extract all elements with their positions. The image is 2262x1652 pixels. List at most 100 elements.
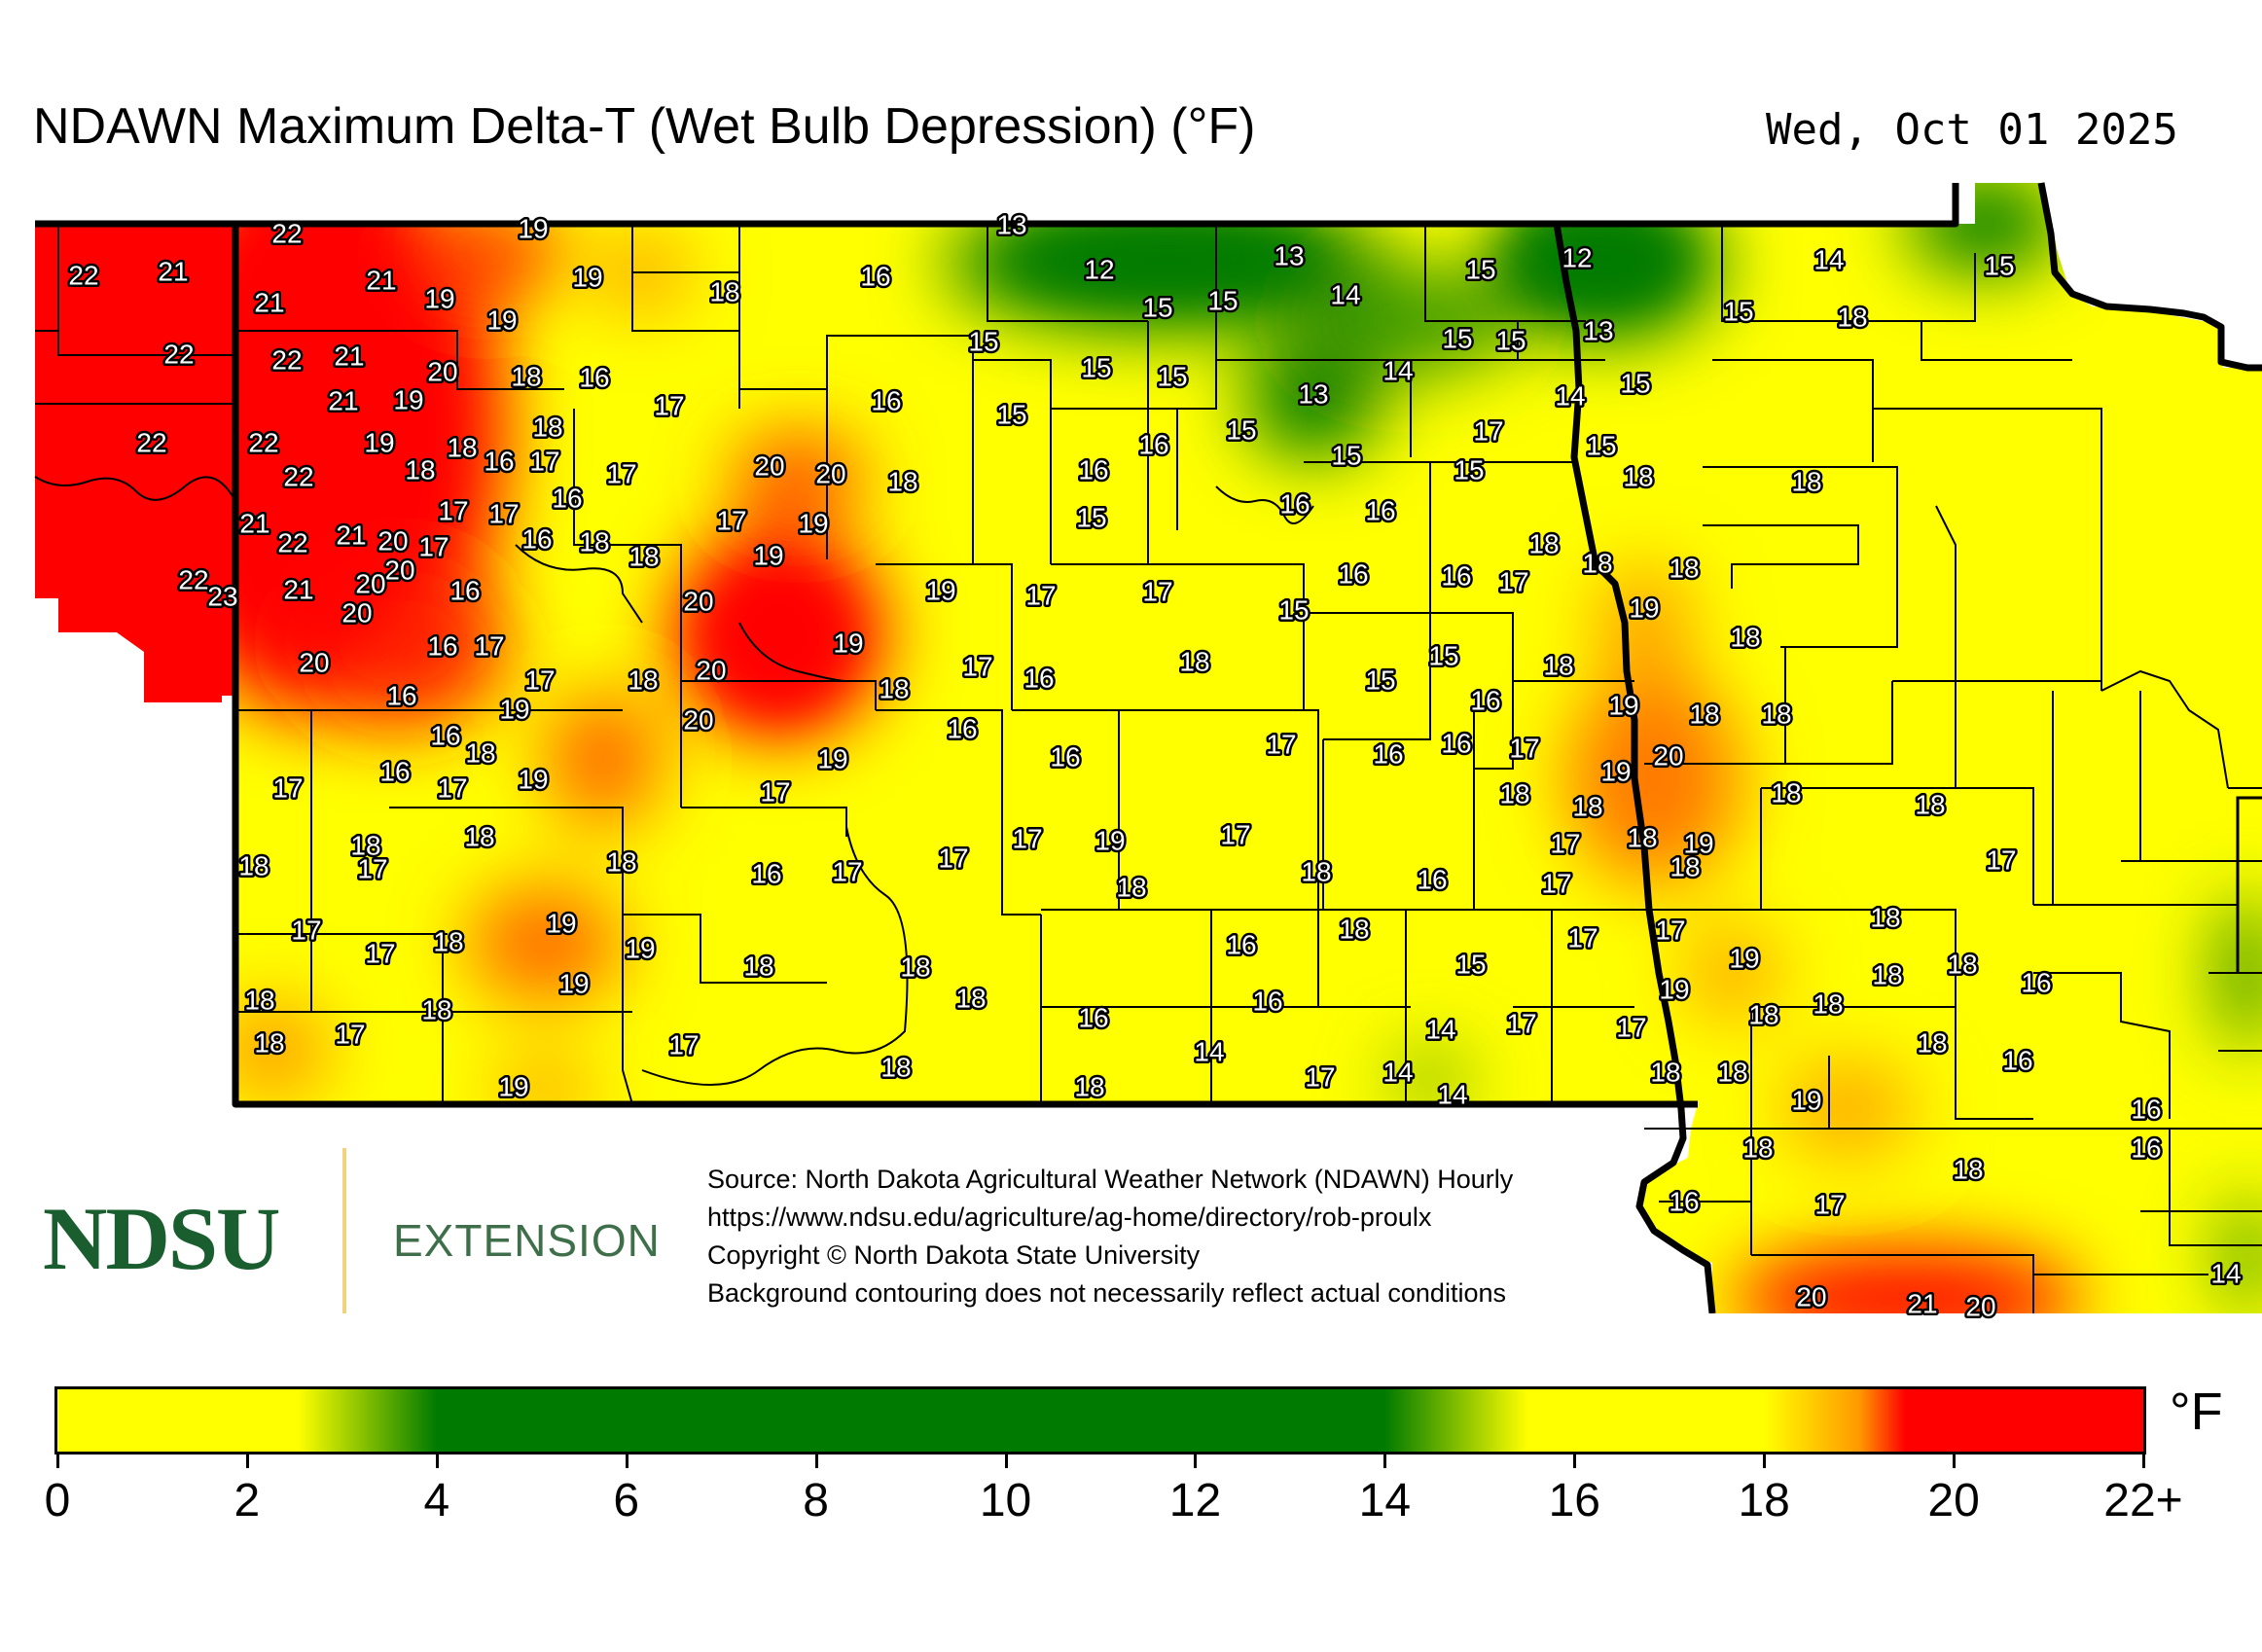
station-value: 17 (760, 776, 790, 807)
station-value: 12 (1084, 254, 1114, 284)
station-value: 17 (606, 458, 636, 488)
station-value: 20 (377, 525, 408, 556)
station-value: 20 (1653, 740, 1683, 771)
station-value: 18 (254, 1027, 284, 1058)
station-value: 17 (1616, 1012, 1646, 1042)
lower-mask (0, 1313, 2262, 1372)
logo-divider (342, 1148, 346, 1313)
station-value: 18 (1116, 872, 1146, 902)
legend-tick-mark (1953, 1454, 1957, 1468)
ndsu-extension-logo: NDSU EXTENSION (39, 1148, 681, 1313)
station-value: 20 (384, 555, 414, 585)
station-value: 16 (427, 630, 457, 661)
station-value: 17 (418, 531, 449, 561)
station-value: 17 (1498, 566, 1528, 596)
station-value: 18 (1689, 699, 1719, 729)
station-value: 21 (366, 265, 396, 295)
station-value: 14 (1813, 244, 1844, 274)
station-value: 17 (437, 772, 467, 803)
station-value: 17 (1305, 1061, 1335, 1092)
station-value: 15 (1157, 361, 1187, 391)
legend-tick-label: 4 (423, 1475, 450, 1526)
state-borders-thin (2236, 796, 2262, 973)
station-value: 17 (1550, 828, 1580, 858)
station-value: 17 (1012, 823, 1042, 853)
station-value: 12 (1562, 242, 1592, 272)
station-value: 19 (498, 1071, 528, 1101)
station-value: 18 (1543, 650, 1573, 680)
station-value: 17 (962, 651, 992, 681)
station-value: 16 (1470, 685, 1500, 715)
station-value: 15 (1226, 414, 1256, 445)
station-value: 18 (511, 361, 541, 391)
station-value: 19 (1629, 593, 1659, 623)
station-value: 16 (751, 858, 781, 888)
station-value: 18 (887, 466, 917, 496)
station-value: 17 (1986, 844, 2016, 875)
station-value: 17 (1541, 868, 1571, 898)
station-value: 15 (1442, 323, 1472, 353)
station-value: 21 (239, 508, 269, 538)
station-value: 18 (1771, 777, 1801, 808)
station-value: 19 (518, 213, 548, 243)
station-value: 16 (1338, 558, 1368, 589)
station-value: 19 (1729, 943, 1759, 973)
legend-tick-label: 2 (233, 1475, 261, 1526)
station-value: 18 (628, 541, 659, 571)
station-value: 17 (1266, 729, 1296, 759)
credit-url[interactable]: https://www.ndsu.edu/agriculture/ag-home… (707, 1203, 1432, 1232)
station-value: 22 (178, 564, 208, 594)
station-value: 16 (386, 680, 416, 710)
station-value: 19 (925, 575, 955, 605)
station-value: 19 (1791, 1085, 1821, 1115)
legend-tick-mark (2142, 1454, 2145, 1468)
station-value: 18 (1179, 646, 1209, 676)
station-value: 22 (271, 344, 302, 375)
station-value: 18 (238, 850, 269, 880)
station-value: 21 (158, 256, 188, 286)
station-value: 18 (532, 412, 562, 442)
station-value: 18 (1748, 999, 1778, 1029)
station-value: 19 (364, 427, 394, 457)
station-value: 18 (606, 846, 636, 877)
station-value: 22 (271, 218, 302, 248)
station-value: 16 (1373, 738, 1403, 769)
station-value: 16 (1023, 663, 1054, 693)
legend-tick-mark (435, 1454, 439, 1468)
station-value: 15 (1081, 352, 1111, 382)
station-value: 14 (1382, 355, 1413, 385)
logo-wordmark: NDSU (43, 1189, 280, 1288)
station-value: 17 (529, 446, 559, 476)
legend-tick-mark (814, 1454, 818, 1468)
station-value: 17 (1567, 922, 1598, 952)
station-value: 18 (879, 673, 909, 703)
station-value: 16 (579, 362, 609, 392)
station-value: 14 (2210, 1258, 2241, 1288)
station-value: 21 (328, 385, 358, 415)
station-value: 17 (474, 630, 504, 661)
legend-tick-label: 8 (803, 1475, 829, 1526)
legend-tick-label: 14 (1358, 1475, 1412, 1526)
station-value: 20 (427, 356, 457, 386)
station-value: 16 (871, 385, 901, 415)
station-value: 15 (1586, 430, 1616, 460)
station-value: 16 (1441, 728, 1471, 758)
station-value: 18 (1650, 1057, 1680, 1087)
credits-block: Source: North Dakota Agricultural Weathe… (707, 1161, 1513, 1312)
station-value: 19 (817, 743, 847, 773)
station-value: 17 (488, 498, 519, 528)
station-value: 18 (1669, 553, 1699, 583)
station-value: 15 (1495, 325, 1526, 355)
logo-subtext: EXTENSION (393, 1215, 661, 1266)
map-title: NDAWN Maximum Delta-T (Wet Bulb Depressi… (33, 98, 1256, 155)
station-value: 16 (1252, 986, 1282, 1016)
station-value: 16 (1138, 429, 1168, 459)
station-value: 14 (1330, 279, 1360, 309)
legend-tick-mark (1763, 1454, 1767, 1468)
station-value: 15 (1142, 292, 1172, 322)
station-value: 19 (1659, 974, 1689, 1004)
station-value: 18 (1870, 902, 1900, 932)
station-value: 19 (424, 283, 454, 313)
station-value: 19 (1683, 828, 1713, 858)
